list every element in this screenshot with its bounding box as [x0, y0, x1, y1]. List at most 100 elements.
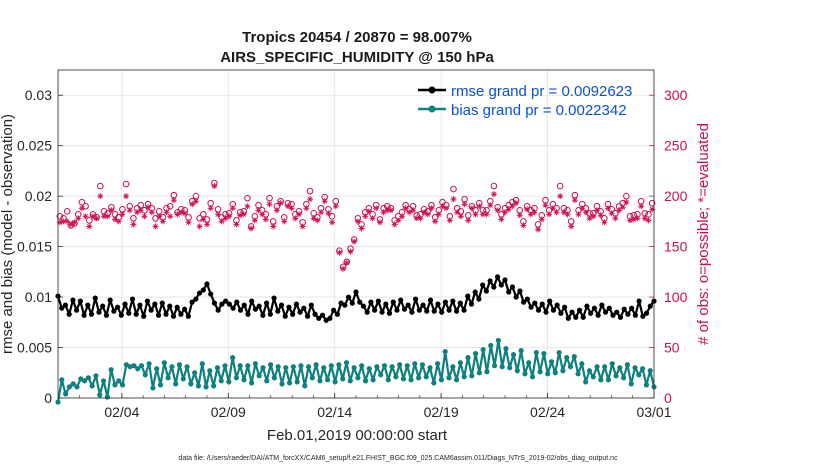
rmse-point: [304, 313, 311, 319]
bias-point: [408, 377, 414, 383]
possible-obs-point: [166, 202, 174, 210]
rmse-point: [81, 312, 87, 318]
bias-point: [579, 361, 585, 367]
bias-point: [245, 363, 251, 369]
rmse-point: [386, 310, 393, 316]
bias-point: [374, 364, 380, 370]
rmse-point: [204, 281, 210, 287]
evaluated-obs-point: [494, 207, 501, 214]
bias-point: [173, 381, 179, 387]
bias-point: [85, 375, 91, 381]
evaluated-obs-point: [524, 206, 531, 213]
evaluated-obs-point: [380, 209, 387, 216]
bias-point: [522, 371, 528, 377]
possible-obs-point: [648, 199, 656, 207]
rmse-point: [129, 296, 136, 302]
evaluated-obs-point: [516, 212, 523, 219]
rmse-point: [185, 313, 191, 319]
evaluated-obs-point: [115, 218, 122, 225]
bias-point: [176, 362, 183, 368]
evaluated-obs-point: [373, 205, 380, 212]
rmse-point: [502, 277, 508, 283]
bias-point: [249, 380, 255, 386]
rmse-point: [74, 307, 80, 313]
bias-point: [495, 337, 501, 344]
rmse-point: [237, 307, 244, 313]
bias-point: [305, 364, 312, 370]
rmse-point: [122, 301, 128, 307]
evaluated-obs-point: [343, 259, 350, 266]
bias-point: [165, 375, 171, 381]
rmse-point: [215, 307, 221, 313]
evaluated-obs-point: [266, 201, 273, 208]
evaluated-obs-point: [406, 209, 413, 216]
bias-point: [393, 374, 399, 380]
legend-rmse-marker: [428, 86, 436, 94]
bias-point: [499, 364, 505, 370]
chart-subtitle: AIRS_SPECIFIC_HUMIDITY @ 150 hPa: [220, 49, 494, 66]
possible-obs-point: [152, 215, 159, 222]
rmse-point: [260, 312, 266, 318]
rmse-point: [297, 309, 303, 315]
bias-point: [533, 349, 539, 356]
rmse-point: [115, 304, 121, 310]
rmse-point: [349, 300, 355, 306]
bias-point: [571, 354, 577, 360]
bias-point: [332, 379, 338, 385]
rmse-point: [562, 304, 568, 310]
evaluated-obs-point: [281, 218, 288, 225]
rmse-point: [327, 315, 333, 321]
rmse-point: [588, 310, 594, 316]
plot-frame: [57, 69, 655, 399]
plot-area: [58, 70, 654, 398]
rmse-point: [442, 299, 448, 305]
rmse-point: [528, 304, 534, 310]
rmse-point: [360, 303, 367, 309]
evaluated-obs-point: [461, 201, 468, 208]
rmse-point: [92, 295, 98, 301]
rmse-point: [457, 300, 463, 306]
rmse-point: [409, 309, 415, 315]
possible-obs-point: [63, 207, 71, 215]
rmse-point: [275, 308, 281, 314]
rmse-point: [103, 312, 110, 318]
evaluated-obs-point: [325, 210, 332, 217]
evaluated-obs-point: [575, 211, 582, 218]
rmse-point: [435, 301, 441, 307]
rmse-point: [535, 307, 542, 313]
rmse-point: [167, 303, 173, 309]
evaluated-obs-point: [645, 217, 652, 224]
evaluated-obs-point: [71, 219, 78, 226]
bias-point: [545, 371, 551, 377]
rmse-point: [286, 304, 292, 310]
bias-point: [260, 365, 266, 371]
rmse-point: [617, 314, 624, 320]
bias-point: [431, 380, 437, 386]
rmse-point: [480, 282, 486, 288]
bias-point: [378, 372, 384, 378]
bias-point: [397, 362, 403, 368]
y-tick-label: 0.005: [17, 340, 52, 356]
evaluated-obs-point: [255, 207, 262, 214]
rmse-point: [208, 291, 214, 297]
bias-point: [241, 377, 247, 383]
rmse-point: [137, 302, 143, 308]
evaluated-obs-point: [181, 210, 188, 217]
rmse-point: [319, 312, 326, 318]
bias-point: [321, 365, 327, 371]
possible-obs-point: [85, 217, 93, 224]
rmse-point: [636, 298, 642, 304]
rmse-point: [66, 311, 72, 317]
evaluated-obs-point: [509, 203, 516, 210]
bias-point: [195, 383, 202, 389]
rmse-point: [379, 309, 385, 315]
rmse-point: [178, 311, 184, 317]
bias-point: [116, 378, 122, 384]
bias-point: [233, 375, 240, 381]
evaluated-obs-point: [141, 213, 148, 220]
bias-point: [343, 360, 350, 366]
bias-point: [617, 365, 623, 371]
evaluated-obs-point: [358, 225, 365, 232]
y-tick-label: 0.01: [25, 289, 52, 305]
rmse-point: [532, 300, 538, 306]
